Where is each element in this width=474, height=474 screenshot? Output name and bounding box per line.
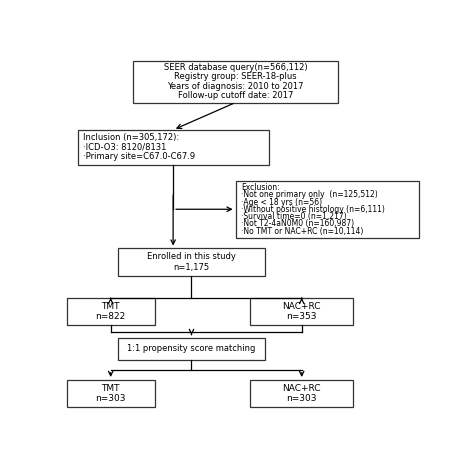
- Text: ·Not T2-4aN0M0 (n=160,987): ·Not T2-4aN0M0 (n=160,987): [241, 219, 354, 228]
- Text: ·No TMT or NAC+RC (n=10,114): ·No TMT or NAC+RC (n=10,114): [241, 227, 364, 236]
- Text: 1:1 propensity score matching: 1:1 propensity score matching: [128, 345, 255, 353]
- Text: NAC+RC: NAC+RC: [283, 383, 321, 392]
- Text: ·Survival time=0 (n=1,217): ·Survival time=0 (n=1,217): [241, 212, 346, 221]
- Text: ·Primary site=C67.0-C67.9: ·Primary site=C67.0-C67.9: [83, 152, 195, 161]
- Text: Inclusion (n=305,172):: Inclusion (n=305,172):: [83, 133, 179, 142]
- Bar: [250, 380, 353, 407]
- Bar: [118, 338, 265, 360]
- Text: n=303: n=303: [286, 394, 317, 403]
- Text: TMT: TMT: [101, 383, 120, 392]
- Text: n=353: n=353: [286, 312, 317, 321]
- Bar: [250, 298, 353, 325]
- Bar: [66, 298, 155, 325]
- Text: TMT: TMT: [101, 301, 120, 310]
- Bar: [66, 380, 155, 407]
- Bar: [236, 181, 419, 237]
- Bar: [118, 248, 265, 276]
- Text: n=1,175: n=1,175: [173, 263, 210, 272]
- Text: Years of diagnosis: 2010 to 2017: Years of diagnosis: 2010 to 2017: [167, 82, 304, 91]
- Text: NAC+RC: NAC+RC: [283, 301, 321, 310]
- Text: n=822: n=822: [96, 312, 126, 321]
- Text: Exclusion:: Exclusion:: [241, 183, 280, 192]
- Text: ·Not one primary only  (n=125,512): ·Not one primary only (n=125,512): [241, 190, 378, 199]
- Text: Enrolled in this study: Enrolled in this study: [147, 252, 236, 261]
- Text: ·Age < 18 yrs (n=56): ·Age < 18 yrs (n=56): [241, 198, 322, 207]
- Text: ·Without positive histology (n=6,111): ·Without positive histology (n=6,111): [241, 205, 385, 214]
- Text: SEER database query(n=566,112): SEER database query(n=566,112): [164, 64, 308, 73]
- Bar: [133, 61, 338, 102]
- Bar: [78, 130, 269, 164]
- Text: ·ICD-O3: 8120/8131: ·ICD-O3: 8120/8131: [83, 143, 166, 152]
- Text: Follow-up cutoff date: 2017: Follow-up cutoff date: 2017: [178, 91, 293, 100]
- Text: Registry group: SEER-18-plus: Registry group: SEER-18-plus: [174, 73, 297, 82]
- Text: n=303: n=303: [95, 394, 126, 403]
